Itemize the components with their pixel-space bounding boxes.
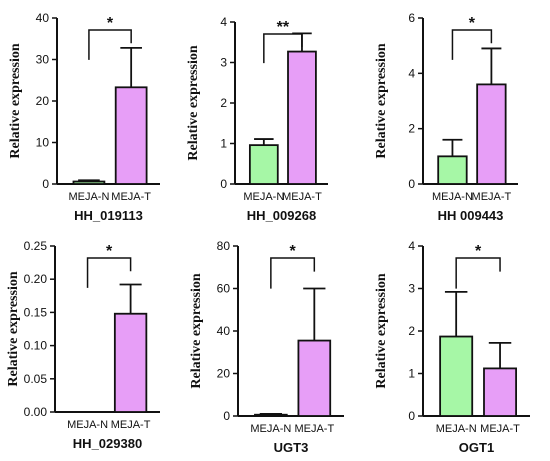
significance-bracket: [88, 29, 132, 60]
bar-meja-t: [483, 367, 517, 417]
significance-star: *: [289, 243, 296, 260]
significance-star: *: [106, 243, 113, 260]
y-tick-label: 40: [36, 11, 50, 25]
x-tick-label: MEJA-T: [111, 191, 151, 203]
y-tick-label: 6: [408, 11, 415, 25]
panel-title: UGT3: [274, 440, 309, 455]
bar-meja-t: [297, 339, 332, 417]
y-tick-label: 1: [408, 367, 415, 381]
bar-meja-n: [254, 413, 288, 417]
y-tick-label: 80: [217, 239, 231, 253]
x-tick-label: MEJA-T: [282, 191, 322, 203]
bar-meja-t: [287, 50, 317, 185]
y-tick-label: 20: [217, 367, 231, 381]
y-tick-label: 0.05: [24, 372, 48, 386]
y-axis-label: Relative expression: [6, 271, 21, 386]
significance-bracket: [263, 33, 303, 64]
x-tick-label: MEJA-T: [472, 191, 512, 203]
y-axis-label: Relative expression: [189, 273, 204, 388]
panel-title: HH_019113: [74, 208, 143, 223]
x-tick-label: MEJA-N: [436, 423, 477, 435]
y-tick-label: 2: [408, 122, 415, 136]
y-tick-label: 0.10: [24, 339, 48, 353]
significance-bracket: [451, 29, 493, 60]
chart-panel-5: 0 20 40 60 80 Relative expression MEJA-N MEJA-T…: [189, 239, 344, 455]
y-tick-label: 0: [408, 409, 415, 423]
x-tick-label: MEJA-N: [67, 419, 108, 431]
significance-bracket: [270, 257, 316, 289]
y-axis-label: Relative expression: [186, 45, 201, 160]
bar-meja-t: [476, 83, 507, 185]
x-tick-label: MEJA-N: [243, 191, 284, 203]
y-tick-label: 3: [408, 282, 415, 296]
y-tick-label: 60: [217, 282, 231, 296]
y-tick-label: 0.00: [24, 405, 48, 419]
panel-title: HH 009443: [438, 208, 504, 223]
y-tick-label: 20: [36, 94, 50, 108]
panel-title: HH_029380: [73, 436, 142, 451]
bar-meja-t: [114, 86, 148, 185]
y-tick-label: 3: [220, 56, 227, 70]
chart-panel-1: 0 10 20 30 40 Relative expression MEJA-N MEJA-T…: [8, 11, 160, 223]
y-tick-label: 30: [36, 53, 50, 67]
y-tick-label: 0: [220, 177, 227, 191]
y-tick-label: 2: [408, 324, 415, 338]
bar-meja-n: [248, 144, 279, 185]
x-tick-label: MEJA-T: [111, 419, 151, 431]
x-tick-label: MEJA-T: [294, 423, 334, 435]
y-tick-label: 0: [42, 177, 49, 191]
y-tick-label: 0: [408, 177, 415, 191]
y-tick-label: 1: [220, 137, 227, 151]
y-axis-label: Relative expression: [374, 43, 389, 158]
bar-meja-n: [72, 180, 106, 185]
bar-meja-n: [437, 155, 468, 185]
chart-panel-6: 0 1 2 3 4 Relative expression MEJA-N MEJA-T * OGT…: [374, 239, 530, 455]
x-tick-label: MEJA-T: [480, 423, 520, 435]
y-tick-label: 0.15: [24, 305, 48, 319]
y-tick-label: 4: [408, 239, 415, 253]
bar-meja-t: [113, 312, 148, 413]
y-tick-label: 40: [217, 324, 231, 338]
y-tick-label: 0.20: [24, 272, 48, 286]
significance-star: **: [277, 19, 290, 36]
panel-title: OGT1: [459, 440, 494, 455]
y-tick-label: 4: [220, 15, 227, 29]
y-tick-label: 0: [223, 409, 230, 423]
y-axis-label: Relative expression: [374, 273, 389, 388]
y-axis-label: Relative expression: [8, 43, 23, 158]
bar-meja-n: [439, 335, 474, 417]
chart-panel-4: 0.00 0.05 0.10 0.15 0.20 0.25 Relative express…: [6, 239, 160, 451]
significance-bracket: [86, 257, 132, 288]
x-tick-label: MEJA-N: [432, 191, 473, 203]
x-tick-label: MEJA-N: [250, 423, 291, 435]
significance-star: *: [469, 15, 476, 32]
significance-bracket: [455, 257, 501, 289]
y-tick-label: 4: [408, 66, 415, 80]
significance-star: *: [475, 243, 482, 260]
y-tick-label: 0.25: [24, 239, 48, 253]
panel-title: HH_009268: [247, 208, 316, 223]
y-tick-label: 10: [36, 136, 50, 150]
y-tick-label: 2: [220, 96, 227, 110]
significance-star: *: [107, 15, 114, 32]
x-tick-label: MEJA-N: [68, 191, 109, 203]
